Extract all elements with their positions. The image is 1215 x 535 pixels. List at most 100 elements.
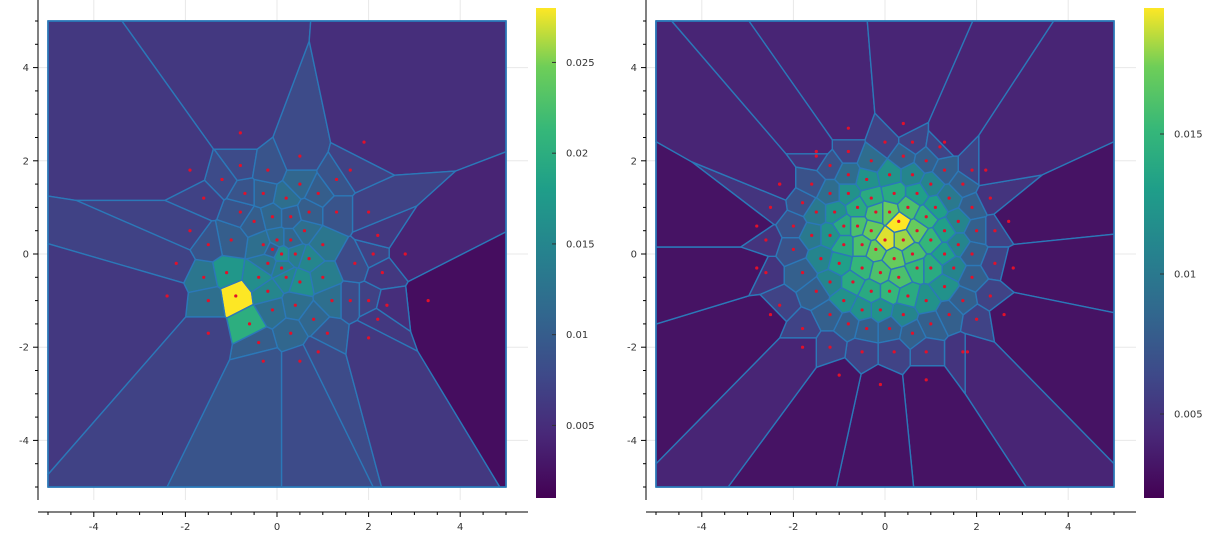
sample-point: [1011, 266, 1015, 270]
sample-point: [778, 182, 782, 186]
sample-point: [846, 191, 850, 196]
sample-point: [901, 121, 905, 126]
sample-point: [915, 229, 919, 233]
colorbar-tick-label: 0.005: [1174, 410, 1203, 421]
sample-point: [1007, 219, 1011, 223]
sample-point: [800, 201, 805, 205]
sample-point: [851, 280, 855, 284]
sample-point: [878, 271, 883, 275]
sample-point: [906, 294, 910, 298]
sample-point: [860, 350, 864, 354]
sample-point: [293, 252, 297, 256]
sample-point: [988, 196, 992, 200]
sample-point: [924, 215, 928, 219]
sample-point: [952, 266, 956, 270]
sample-point: [348, 168, 352, 172]
sample-point: [947, 312, 951, 317]
sample-point: [988, 294, 992, 298]
y-tick-label: -2: [19, 343, 29, 354]
sample-point: [828, 280, 832, 284]
sample-point: [970, 205, 974, 209]
sample-point: [897, 219, 901, 223]
sample-point: [426, 299, 430, 303]
sample-point: [330, 299, 334, 303]
sample-point: [924, 350, 928, 354]
sample-point: [855, 224, 860, 228]
sample-point: [855, 205, 860, 209]
sample-point: [188, 168, 192, 172]
sample-point: [810, 182, 814, 186]
colorbar: [536, 8, 556, 498]
sample-point: [874, 210, 878, 214]
sample-point: [289, 331, 293, 335]
y-tick-label: 0: [631, 250, 637, 261]
sample-point: [174, 261, 178, 265]
sample-point: [942, 285, 947, 289]
sample-point: [385, 303, 389, 307]
sample-point: [316, 191, 320, 196]
sample-point: [800, 345, 805, 349]
sample-point: [984, 168, 988, 172]
sample-point: [307, 210, 311, 214]
sample-point: [869, 159, 873, 163]
right-voronoi-panel: -4 -2 0 2 4 4 2 0 -2 -4 0.015 0.01 0.005: [627, 0, 1203, 533]
sample-point: [906, 205, 910, 209]
sample-point: [764, 271, 768, 275]
sample-points: [165, 131, 430, 363]
sample-point: [307, 257, 311, 261]
sample-point: [202, 275, 206, 279]
sample-point: [975, 229, 979, 233]
sample-point: [188, 229, 192, 233]
sample-point: [961, 350, 965, 354]
colorbar-tick-label: 0.025: [566, 58, 595, 69]
sample-point: [892, 191, 896, 196]
sample-point: [846, 126, 850, 130]
sample-point: [837, 373, 841, 377]
sample-point: [312, 317, 316, 321]
x-tick-label: 4: [457, 522, 463, 533]
sample-point: [238, 163, 242, 168]
sample-point: [924, 378, 928, 382]
sample-point: [220, 177, 224, 182]
colorbar-tick-label: 0.015: [1174, 130, 1203, 141]
sample-point: [376, 317, 380, 321]
sample-point: [778, 303, 782, 307]
colorbar-tick-label: 0.015: [566, 239, 595, 250]
y-tick-label: 4: [631, 63, 637, 74]
sample-point: [938, 145, 942, 149]
sample-point: [887, 326, 892, 331]
sample-point: [298, 359, 302, 363]
sample-point: [869, 229, 873, 233]
sample-point: [869, 289, 873, 293]
sample-point: [828, 345, 832, 349]
sample-point: [275, 238, 279, 242]
sample-point: [800, 326, 805, 331]
sample-point: [206, 243, 210, 247]
sample-point: [316, 350, 320, 354]
sample-point: [261, 191, 265, 196]
sample-point: [961, 299, 965, 303]
sample-point: [270, 215, 275, 219]
sample-point: [321, 275, 325, 279]
sample-point: [298, 154, 302, 158]
sample-point: [892, 257, 896, 261]
y-tick-label: -4: [19, 436, 29, 447]
x-tick-label: 2: [365, 522, 371, 533]
sample-point: [874, 247, 878, 251]
sample-point: [289, 238, 293, 242]
sample-point: [768, 312, 773, 317]
voronoi-cell: [327, 141, 396, 194]
x-tick-label: 4: [1065, 522, 1071, 533]
sample-point: [334, 210, 339, 214]
sample-point: [860, 266, 864, 270]
sample-point: [238, 131, 242, 135]
sample-point: [846, 322, 850, 326]
sample-point: [234, 294, 238, 298]
sample-point: [860, 308, 864, 312]
y-tick-label: 0: [23, 250, 29, 261]
sample-point: [284, 275, 288, 279]
sample-point: [367, 299, 371, 303]
sample-point: [901, 312, 905, 317]
sample-point: [915, 191, 919, 196]
